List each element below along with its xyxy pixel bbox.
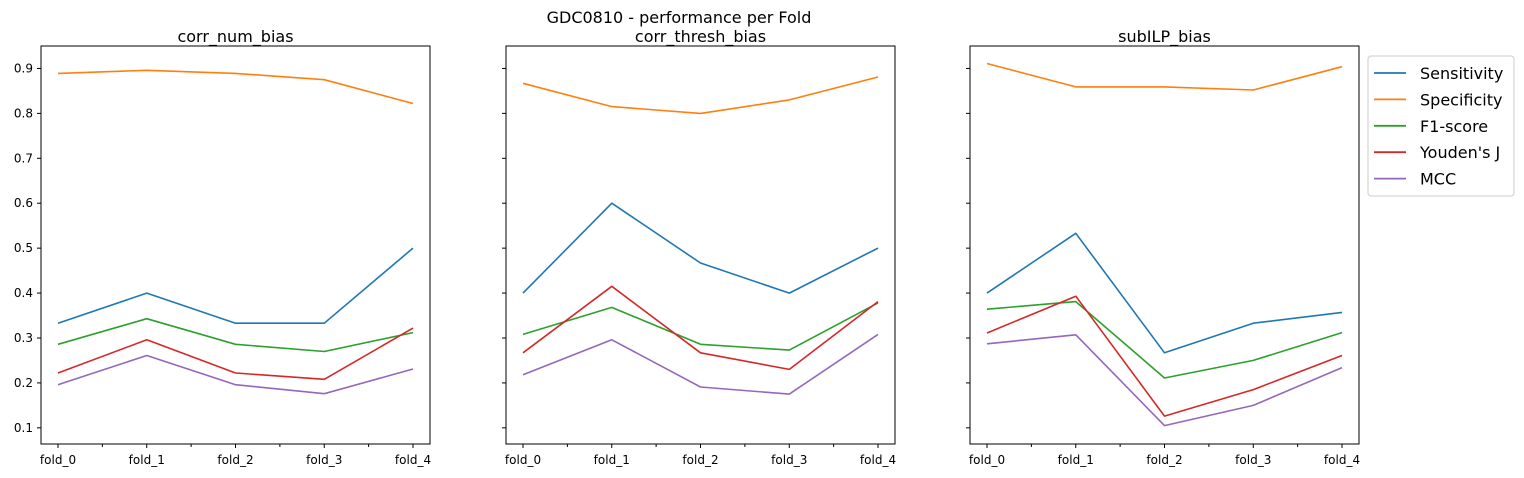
series-line-f1-score [57,317,414,353]
x-tick-label: fold_4 [1324,453,1360,467]
x-tick-label: fold_4 [860,453,896,467]
y-tick-label: 0.5 [14,241,33,255]
figure-suptitle: GDC0810 - performance per Fold [547,8,812,27]
legend: Sensitivity Specificity F1-score Youden's J… [1367,55,1515,197]
legend-label-sensitivity: Sensitivity [1420,64,1503,83]
x-tick-label: fold_2 [682,453,718,467]
x-tick-label: fold_1 [1058,453,1094,467]
legend-label-mcc: MCC [1420,170,1456,189]
y-tick-label: 0.7 [14,151,33,165]
legend-label-youden-s-j: Youden's J [1419,143,1500,162]
series-line-mcc [522,333,879,395]
series-line-mcc [986,333,1343,427]
series-line-sensitivity [57,247,414,325]
series-line-sensitivity [986,232,1343,354]
y-tick-label: 0.6 [14,196,33,210]
y-tick-label: 0.4 [14,286,33,300]
y-tick-label: 0.2 [14,376,33,390]
series-line-sensitivity [522,202,879,294]
x-tick-label: fold_0 [969,453,1005,467]
x-tick-label: fold_3 [1235,453,1271,467]
series-line-youden-s-j [57,327,414,381]
panel-title: subILP_bias [1118,27,1211,47]
x-tick-label: fold_0 [40,453,76,467]
series-line-specificity [57,69,414,105]
series-line-youden-s-j [986,295,1343,417]
y-tick-label: 0.1 [14,421,33,435]
y-tick-label: 0.3 [14,331,33,345]
series-line-mcc [57,354,414,395]
panel-2: corr_thresh_bias fold_0 fold_1 fold_2 fold_3… [502,27,896,467]
x-tick-label: fold_1 [129,453,165,467]
x-tick-label: fold_0 [505,453,541,467]
panel-3: subILP_bias fold_0 fold_1 fold_2 fold_3 fold_… [966,27,1360,467]
series-line-f1-score [986,300,1343,379]
x-tick-label: fold_1 [594,453,630,467]
panel-title: corr_thresh_bias [635,27,766,47]
legend-label-specificity: Specificity [1420,90,1502,109]
series-line-youden-s-j [522,285,879,371]
legend-frame [1367,55,1515,197]
axes-frame [969,45,1360,445]
panel-title: corr_num_bias [177,27,293,47]
x-tick-label: fold_4 [395,453,431,467]
panel-1: corr_num_bias 0.1 0.2 0.3 0.4 0.5 0.6 0.7 0.8 0.9… [14,27,431,467]
x-tick-label: fold_2 [1146,453,1182,467]
legend-label-f1-score: F1-score [1420,117,1488,136]
series-line-specificity [522,76,879,115]
y-tick-label: 0.8 [14,106,33,120]
x-tick-label: fold_2 [217,453,253,467]
x-tick-label: fold_3 [771,453,807,467]
chart-panels: corr_num_bias 0.1 0.2 0.3 0.4 0.5 0.6 0.7 0.8 0.9… [14,27,1360,467]
x-tick-label: fold_3 [306,453,342,467]
series-line-specificity [986,62,1343,91]
y-tick-label: 0.9 [14,61,33,75]
axes-frame [505,45,896,445]
series-line-f1-score [522,302,879,351]
